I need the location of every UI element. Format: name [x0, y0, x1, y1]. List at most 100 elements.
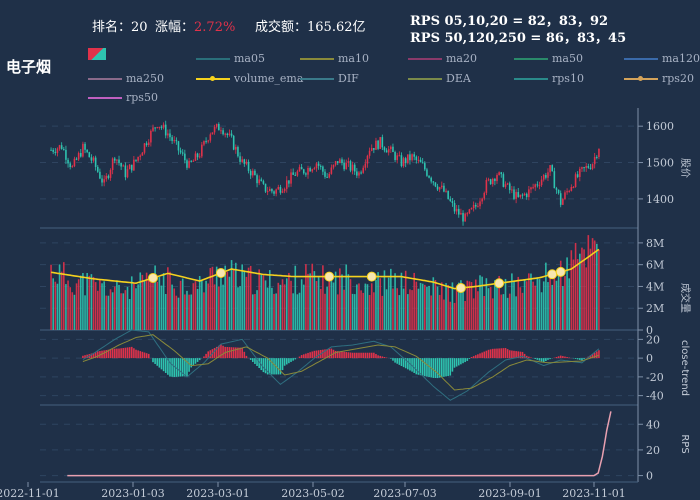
candle-body — [579, 168, 581, 177]
volume-bar — [313, 271, 316, 330]
candle-body — [177, 141, 180, 151]
candle-body — [84, 143, 86, 150]
macd-histogram-bar — [400, 358, 403, 366]
legend-item-DIF[interactable]: DIF — [300, 72, 359, 85]
volume-bar — [396, 288, 398, 330]
candle-body — [156, 127, 159, 129]
macd-histogram-bar — [252, 358, 254, 362]
candle-body — [143, 143, 146, 153]
volume-bar — [139, 272, 142, 330]
macd-histogram-bar — [443, 358, 445, 377]
volume-bar — [477, 291, 479, 330]
macd-tick-label: 20 — [646, 333, 660, 346]
macd-histogram-bar — [392, 358, 394, 361]
candle-body — [485, 179, 488, 193]
candle-body — [409, 154, 411, 161]
candle-body — [79, 153, 82, 157]
macd-histogram-bar — [84, 355, 86, 359]
macd-histogram-bar — [164, 358, 167, 373]
candle-body — [243, 159, 246, 164]
volume-bar — [173, 288, 176, 330]
volume-bar — [82, 273, 84, 330]
volume-bar — [400, 272, 403, 330]
volume-bar — [434, 279, 437, 330]
volume-bar — [417, 288, 420, 330]
candle-body — [489, 179, 492, 185]
macd-histogram-bar — [226, 346, 229, 359]
candle-body — [392, 146, 394, 153]
candle-body — [400, 155, 403, 167]
macd-histogram-bar — [457, 358, 460, 366]
candle-body — [171, 137, 173, 141]
volume-bar — [317, 277, 320, 330]
macd-histogram-bar — [283, 358, 286, 366]
volume-bar — [228, 276, 231, 330]
volume-bar — [411, 290, 413, 330]
legend-item-ma20[interactable]: ma20 — [408, 52, 477, 65]
legend-label: ma120 — [662, 52, 700, 65]
candle-body — [273, 191, 275, 194]
legend-item-rps20[interactable]: rps20 — [624, 72, 694, 85]
legend-item-rps50[interactable]: rps50 — [88, 91, 158, 104]
candle-body — [69, 163, 71, 168]
volume-bar — [576, 259, 579, 330]
macd-histogram-bar — [162, 358, 165, 372]
x-tick-label: 2023-01-03 — [101, 487, 164, 500]
candle-body — [188, 160, 190, 168]
volume-bar — [99, 279, 101, 330]
legend-item-ma120[interactable]: ma120 — [624, 52, 700, 65]
candle-body — [279, 186, 282, 193]
volume-bar — [192, 283, 195, 330]
candle-body — [317, 163, 320, 166]
volume-bar — [377, 272, 379, 330]
candle-body — [288, 180, 290, 184]
volume-bar — [294, 265, 297, 330]
volume-bar — [271, 287, 273, 330]
legend-candle-swatch[interactable] — [88, 48, 106, 60]
macd-histogram-bar — [596, 351, 598, 359]
volume-bar — [73, 294, 76, 330]
legend-item-DEA[interactable]: DEA — [408, 72, 471, 85]
legend-item-ma10[interactable]: ma10 — [300, 52, 369, 65]
legend-item-ma05[interactable]: ma05 — [196, 52, 265, 65]
macd-histogram-bar — [154, 358, 156, 364]
volume-bar — [583, 249, 585, 330]
volume-bar — [379, 278, 382, 330]
macd-histogram-bar — [324, 349, 326, 359]
candle-body — [394, 152, 396, 161]
candle-body — [145, 143, 148, 145]
legend-item-rps10[interactable]: rps10 — [514, 72, 584, 85]
volume-bar — [215, 266, 218, 330]
legend-label: ma10 — [338, 52, 369, 65]
macd-histogram-bar — [530, 357, 532, 359]
volume-bar — [205, 280, 207, 330]
macd-histogram-bar — [111, 349, 114, 359]
macd-histogram-bar — [133, 348, 135, 359]
legend-item-volume-ema[interactable]: volume_ema — [196, 72, 303, 85]
legend-swatch — [196, 57, 230, 60]
volume-bar — [328, 275, 331, 330]
volume-bar — [517, 276, 520, 330]
price-tick-label: 1600 — [646, 120, 674, 133]
volume-bar — [426, 286, 428, 330]
macd-histogram-bar — [230, 347, 233, 359]
candle-body — [101, 178, 103, 183]
volume-bar — [101, 283, 103, 330]
volume-bar — [283, 284, 286, 330]
macd-histogram-bar — [432, 358, 435, 378]
legend-item-ma250[interactable]: ma250 — [88, 72, 164, 85]
candle-body — [576, 174, 579, 177]
volume-bar — [84, 295, 86, 330]
volume-bar — [273, 293, 275, 330]
macd-histogram-bar — [591, 354, 594, 359]
volume-bar — [341, 274, 343, 330]
candle-body — [404, 158, 407, 164]
volume-bar — [198, 276, 201, 330]
volume-bar — [154, 265, 156, 330]
volume-bar — [383, 270, 386, 330]
legend-item-ma50[interactable]: ma50 — [514, 52, 583, 65]
volume-bar — [511, 273, 513, 330]
volume-ema-marker — [455, 282, 466, 293]
macd-histogram-bar — [139, 351, 142, 359]
macd-histogram-bar — [528, 356, 530, 359]
